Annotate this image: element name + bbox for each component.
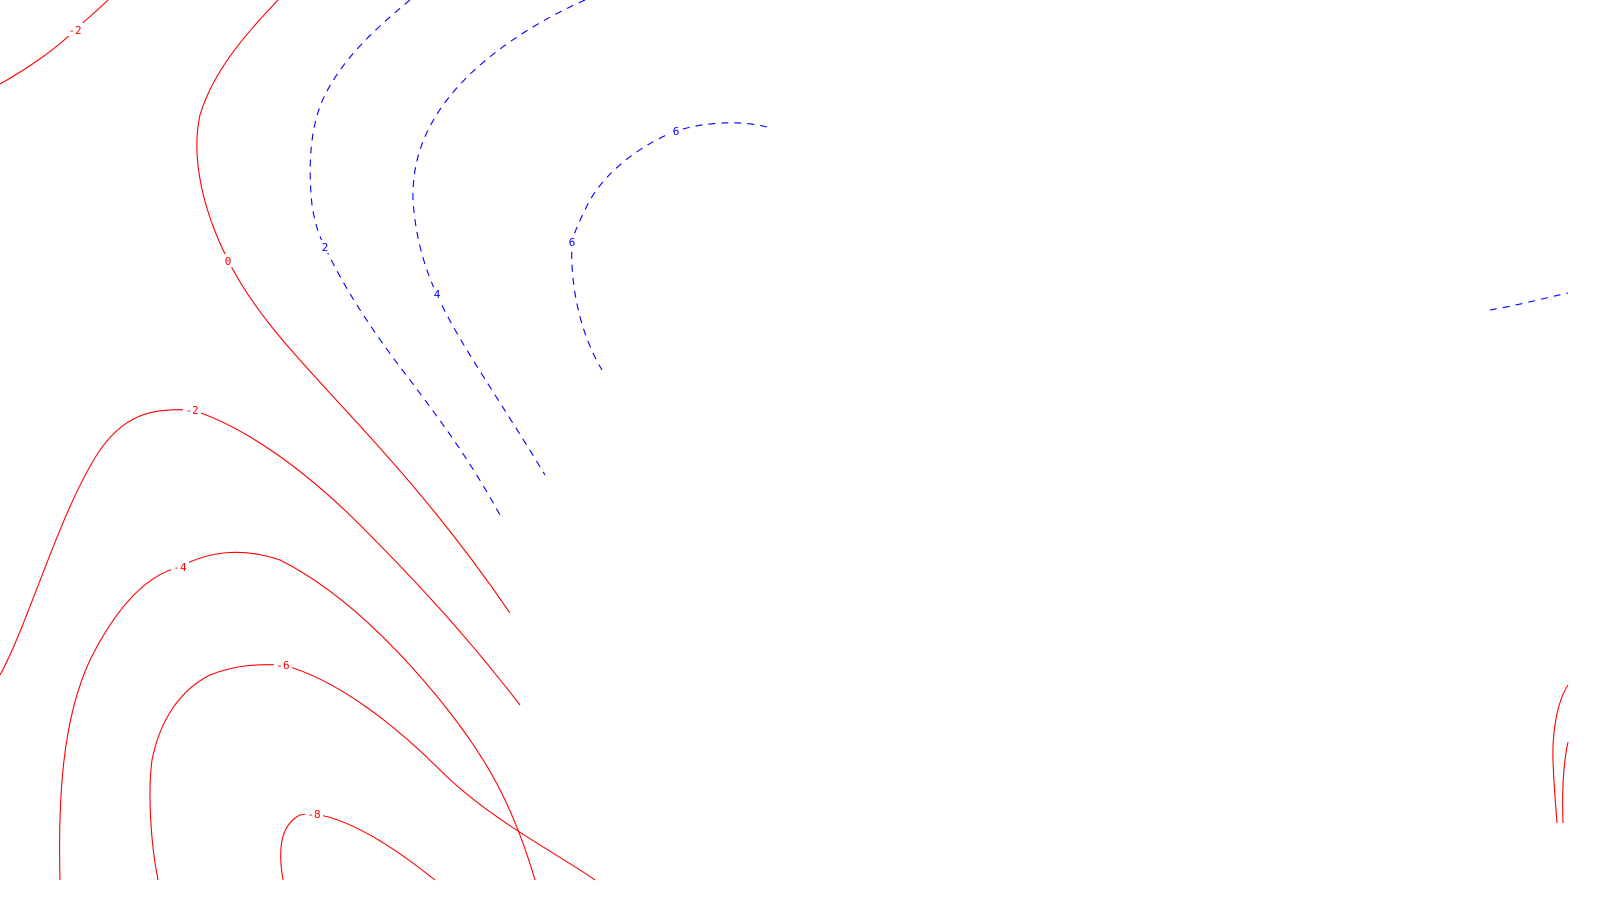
contour-line-neg-right-fragment-a [1552, 684, 1569, 824]
contour-pos6-2-label-bg [566, 235, 578, 248]
contour-pos4-label: 4 [434, 288, 441, 301]
contour-pos6-2-label: 6 [569, 236, 576, 249]
contour-neg4-label-bg [171, 560, 189, 573]
contour-zero-label-bg [222, 254, 234, 267]
contour-line-neg2-top-left [0, 0, 109, 85]
contour-neg8-label: -8 [307, 808, 320, 821]
contour-pos4-label-bg [431, 287, 443, 300]
contour-zero-label: 0 [225, 255, 232, 268]
contour-neg2-top-left-label-bg [66, 23, 84, 36]
contour-line-neg8 [280, 813, 436, 881]
contour-line-pos-right-fragment [1489, 292, 1569, 311]
contour-pos2-label-bg [319, 240, 331, 253]
contour-line-pos6 [571, 122, 768, 371]
contour-line-neg6 [149, 664, 596, 881]
contour-pos6-label: 6 [673, 125, 680, 138]
contour-neg2-lower-label: -2 [185, 404, 198, 417]
contour-line-neg2-lower [0, 409, 521, 706]
contour-pos2-label: 2 [322, 241, 329, 254]
contour-line-pos2 [309, 0, 501, 516]
contour-neg6-label-bg [274, 658, 292, 671]
contour-neg8-label-bg [305, 807, 323, 820]
contour-neg2-lower-label-bg [183, 403, 201, 416]
contour-neg4-label: -4 [173, 561, 187, 574]
contour-line-neg4 [59, 551, 536, 881]
contour-line-zero [196, 0, 511, 614]
contour-line-neg-right-fragment-b [1562, 741, 1569, 824]
contour-neg6-label: -6 [276, 659, 289, 672]
contour-neg2-top-left-label: -2 [68, 24, 81, 37]
contour-pos6-label-bg [670, 124, 682, 137]
contour-line-pos4 [412, 0, 586, 476]
